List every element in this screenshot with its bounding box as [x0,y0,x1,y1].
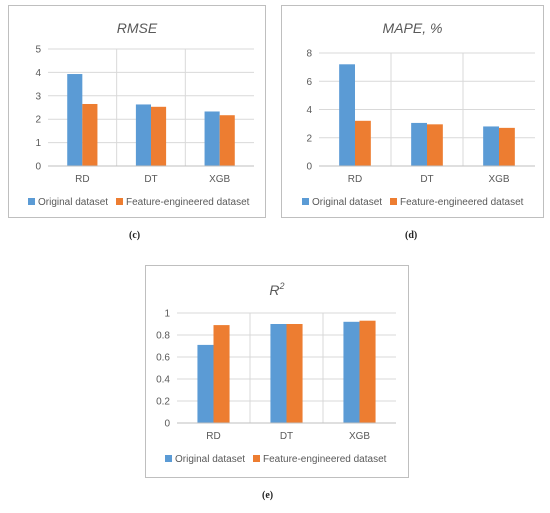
y-tick-label: 4 [35,68,41,79]
x-tick-label: XGB [488,174,509,185]
bar-feature-engineered-dataset-rd [355,120,371,166]
y-tick-label: 2 [306,133,312,144]
bar-original-dataset-rd [197,344,214,423]
chart-panel-mape: MAPE, % 0 2 4 6 8 RD DT XGB Original dataset Featu… [281,5,544,218]
legend-swatch [28,198,35,205]
bar-original-dataset-rd [67,74,83,166]
bar-feature-engineered-dataset-rd [213,325,230,423]
legend-label: Feature-engineered dataset [263,454,387,465]
bar-original-dataset-dt [270,324,287,423]
y-tick-label: 0.2 [156,397,170,408]
caption-e: (e) [262,490,274,501]
y-tick-label: 0 [35,162,41,173]
y-tick-label: 4 [306,105,312,116]
x-tick-label: RD [206,431,220,442]
caption-d: (d) [405,230,418,241]
x-tick-label: RD [75,174,89,185]
y-tick-label: 0 [164,419,170,430]
bar-original-dataset-xgb [483,126,499,166]
legend-swatch [116,198,123,205]
y-tick-label: 1 [35,138,41,149]
x-tick-label: RD [348,174,362,185]
x-tick-label: XGB [209,174,230,185]
y-tick-label: 6 [306,77,312,88]
chart-frame [281,5,544,218]
chart-title: RMSE [117,20,158,36]
y-tick-label: 0 [306,162,312,173]
y-tick-label: 0.8 [156,331,170,342]
bar-feature-engineered-dataset-xgb [359,320,376,423]
chart-rmse: RMSE 0 1 2 3 4 5 RD DT XGB Original dataset Feature… [8,5,266,218]
y-tick-label: 1 [164,309,170,320]
bar-feature-engineered-dataset-dt [151,106,167,166]
bar-original-dataset-dt [135,104,151,166]
bar-original-dataset-xgb [343,321,360,423]
bar-feature-engineered-dataset-xgb [499,127,515,166]
x-tick-label: DT [144,174,157,185]
legend-swatch [165,455,172,462]
bar-original-dataset-rd [339,64,355,166]
y-tick-label: 8 [306,49,312,60]
legend-label: Original dataset [312,197,382,208]
legend-label: Original dataset [175,454,245,465]
bar-feature-engineered-dataset-dt [427,124,443,166]
legend-swatch [390,198,397,205]
chart-title-superscript: 2 [279,281,285,291]
y-tick-label: 0.6 [156,353,170,364]
bar-original-dataset-xgb [204,111,220,166]
legend-swatch [253,455,260,462]
chart-title: MAPE, % [383,20,443,36]
y-tick-label: 2 [35,115,41,126]
y-tick-label: 5 [35,45,41,56]
caption-c: (c) [129,230,141,241]
legend-swatch [302,198,309,205]
legend-label: Feature-engineered dataset [400,197,524,208]
chart-mape: MAPE, % 0 2 4 6 8 RD DT XGB Original dataset Featu… [281,5,544,218]
chart-panel-rmse: RMSE 0 1 2 3 4 5 RD DT XGB Original dataset Feature… [8,5,266,218]
legend-label: Original dataset [38,197,108,208]
x-tick-label: DT [280,431,293,442]
x-tick-label: XGB [349,431,370,442]
bar-feature-engineered-dataset-xgb [219,115,235,166]
y-tick-label: 0.4 [156,375,170,386]
bar-feature-engineered-dataset-rd [82,103,98,166]
x-tick-label: DT [420,174,433,185]
legend-label: Feature-engineered dataset [126,197,250,208]
y-tick-label: 3 [35,91,41,102]
chart-panel-r2: R2 0 0.2 0.4 0.6 0.8 1 RD DT XGB Original dataset F… [145,265,409,478]
bar-feature-engineered-dataset-dt [286,324,303,423]
bar-original-dataset-dt [411,122,427,166]
